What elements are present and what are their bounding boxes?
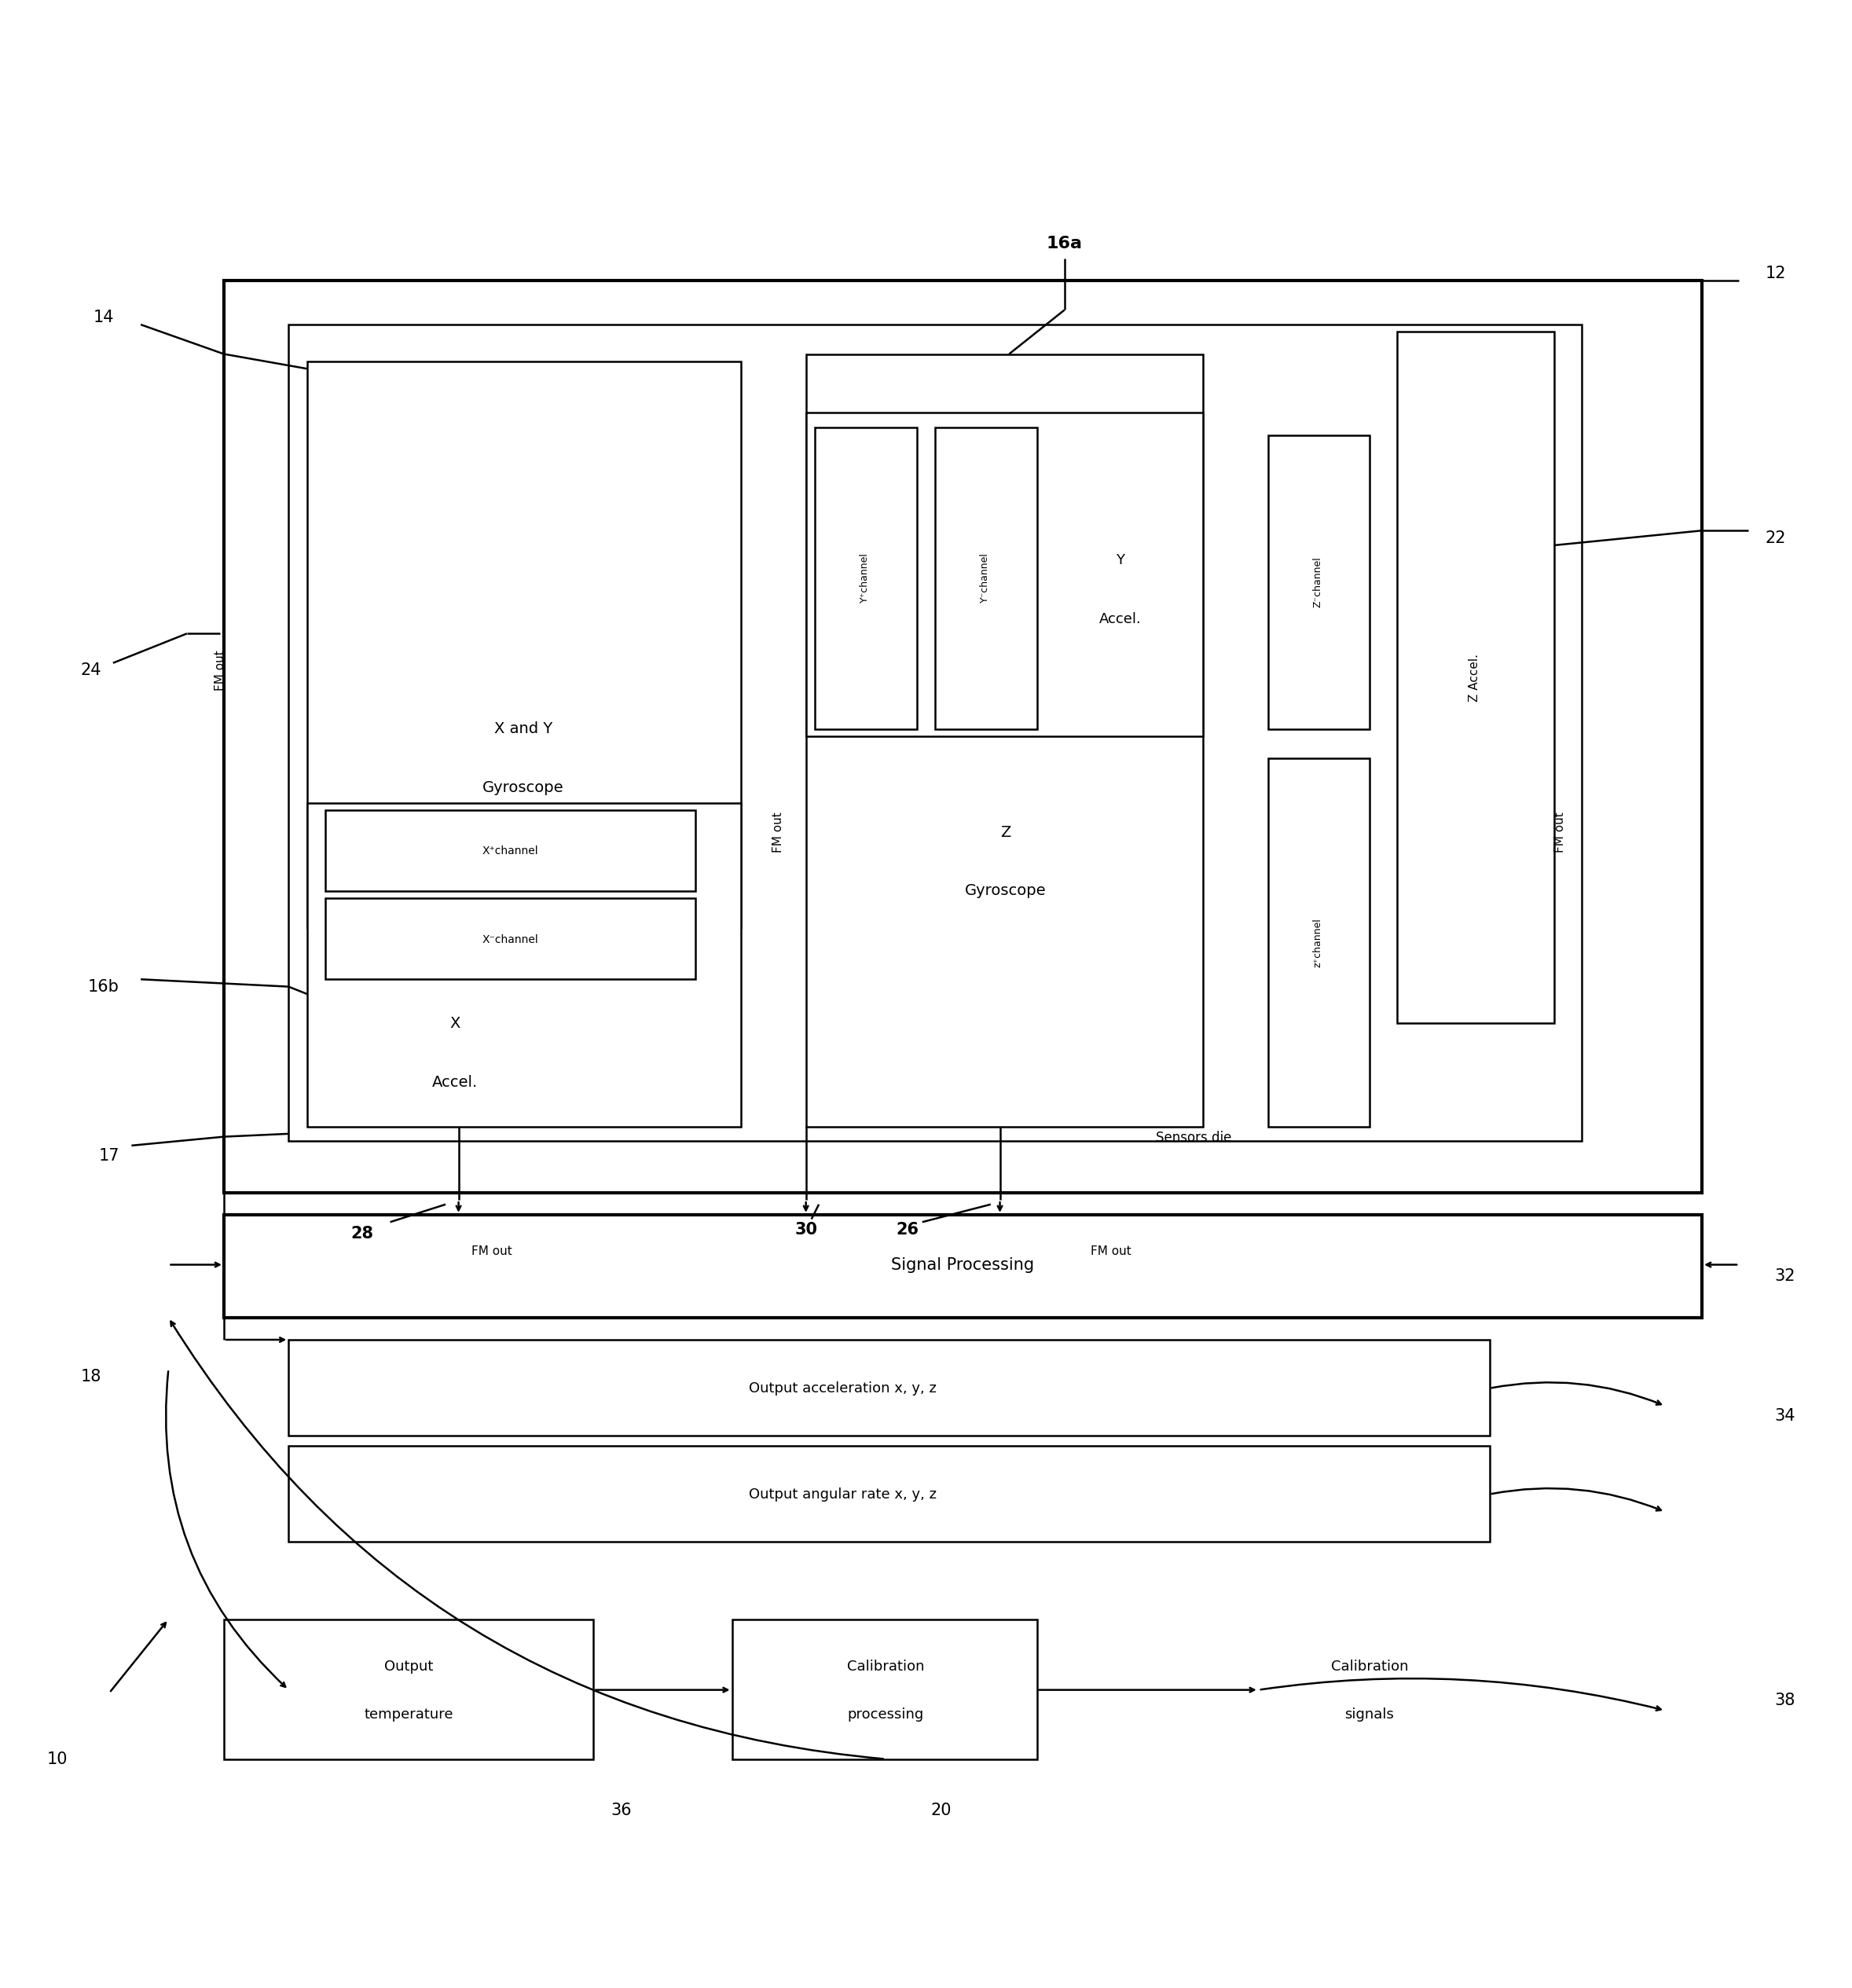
Text: 32: 32: [1774, 1268, 1796, 1284]
Bar: [289, 1340, 1489, 1435]
Text: 34: 34: [1774, 1408, 1796, 1423]
Text: X and Y: X and Y: [494, 722, 552, 738]
Text: Accel.: Accel.: [432, 1076, 478, 1089]
Text: 16a: 16a: [1046, 237, 1083, 252]
Bar: [732, 1620, 1037, 1759]
Text: Z: Z: [1000, 825, 1011, 839]
Text: 17: 17: [98, 1147, 120, 1163]
Bar: [307, 803, 741, 1127]
Text: Calibration: Calibration: [1332, 1660, 1408, 1674]
Text: 12: 12: [1765, 264, 1787, 280]
Text: FM out: FM out: [215, 650, 226, 690]
Text: Z Accel.: Z Accel.: [1469, 654, 1480, 702]
Text: Calibration: Calibration: [846, 1660, 924, 1674]
Text: signals: signals: [1345, 1708, 1395, 1722]
Text: Y: Y: [1115, 553, 1124, 567]
Text: Output: Output: [383, 1660, 433, 1674]
Text: FM out: FM out: [772, 811, 783, 853]
Bar: [224, 1215, 1702, 1318]
Text: Output angular rate x, y, z: Output angular rate x, y, z: [748, 1487, 937, 1501]
Text: X: X: [450, 1016, 459, 1032]
Bar: [224, 1620, 593, 1759]
Text: Y⁺channel: Y⁺channel: [859, 553, 870, 602]
Text: 14: 14: [93, 310, 115, 326]
Text: 18: 18: [80, 1368, 102, 1384]
Bar: [224, 280, 1702, 1193]
Text: 38: 38: [1774, 1692, 1795, 1708]
Bar: [815, 427, 917, 730]
Bar: [806, 414, 1204, 736]
Text: FM out: FM out: [1091, 1246, 1132, 1256]
Bar: [307, 362, 741, 928]
Text: Signal Processing: Signal Processing: [891, 1256, 1035, 1272]
Text: X⁻channel: X⁻channel: [482, 934, 539, 944]
Bar: [289, 324, 1582, 1141]
Bar: [1269, 759, 1369, 1127]
Bar: [289, 1445, 1489, 1541]
Text: Y⁻channel: Y⁻channel: [980, 553, 991, 602]
Text: 10: 10: [46, 1751, 69, 1767]
Text: 28: 28: [352, 1227, 374, 1242]
Text: z⁺channel: z⁺channel: [1313, 918, 1322, 966]
Text: 22: 22: [1765, 531, 1787, 547]
Text: X⁺channel: X⁺channel: [482, 845, 539, 857]
Bar: [806, 354, 1204, 1127]
Text: 16b: 16b: [89, 978, 120, 994]
Bar: [1396, 332, 1554, 1024]
Text: Sensors die: Sensors die: [1156, 1131, 1232, 1145]
Text: Z⁻channel: Z⁻channel: [1313, 557, 1322, 608]
Text: 36: 36: [611, 1803, 632, 1819]
Text: 20: 20: [930, 1803, 952, 1819]
Bar: [326, 899, 694, 980]
Bar: [1269, 435, 1369, 730]
Text: Output acceleration x, y, z: Output acceleration x, y, z: [748, 1382, 937, 1396]
Bar: [935, 427, 1037, 730]
Text: Gyroscope: Gyroscope: [965, 883, 1046, 899]
Bar: [326, 809, 694, 891]
Text: FM out: FM out: [472, 1246, 513, 1256]
Text: 24: 24: [80, 662, 102, 678]
Text: 26: 26: [896, 1221, 919, 1237]
Text: processing: processing: [846, 1708, 924, 1722]
Text: 30: 30: [795, 1221, 817, 1237]
Text: temperature: temperature: [365, 1708, 454, 1722]
Text: Gyroscope: Gyroscope: [483, 781, 563, 795]
Text: Accel.: Accel.: [1098, 612, 1141, 626]
Text: FM out: FM out: [1554, 811, 1565, 853]
